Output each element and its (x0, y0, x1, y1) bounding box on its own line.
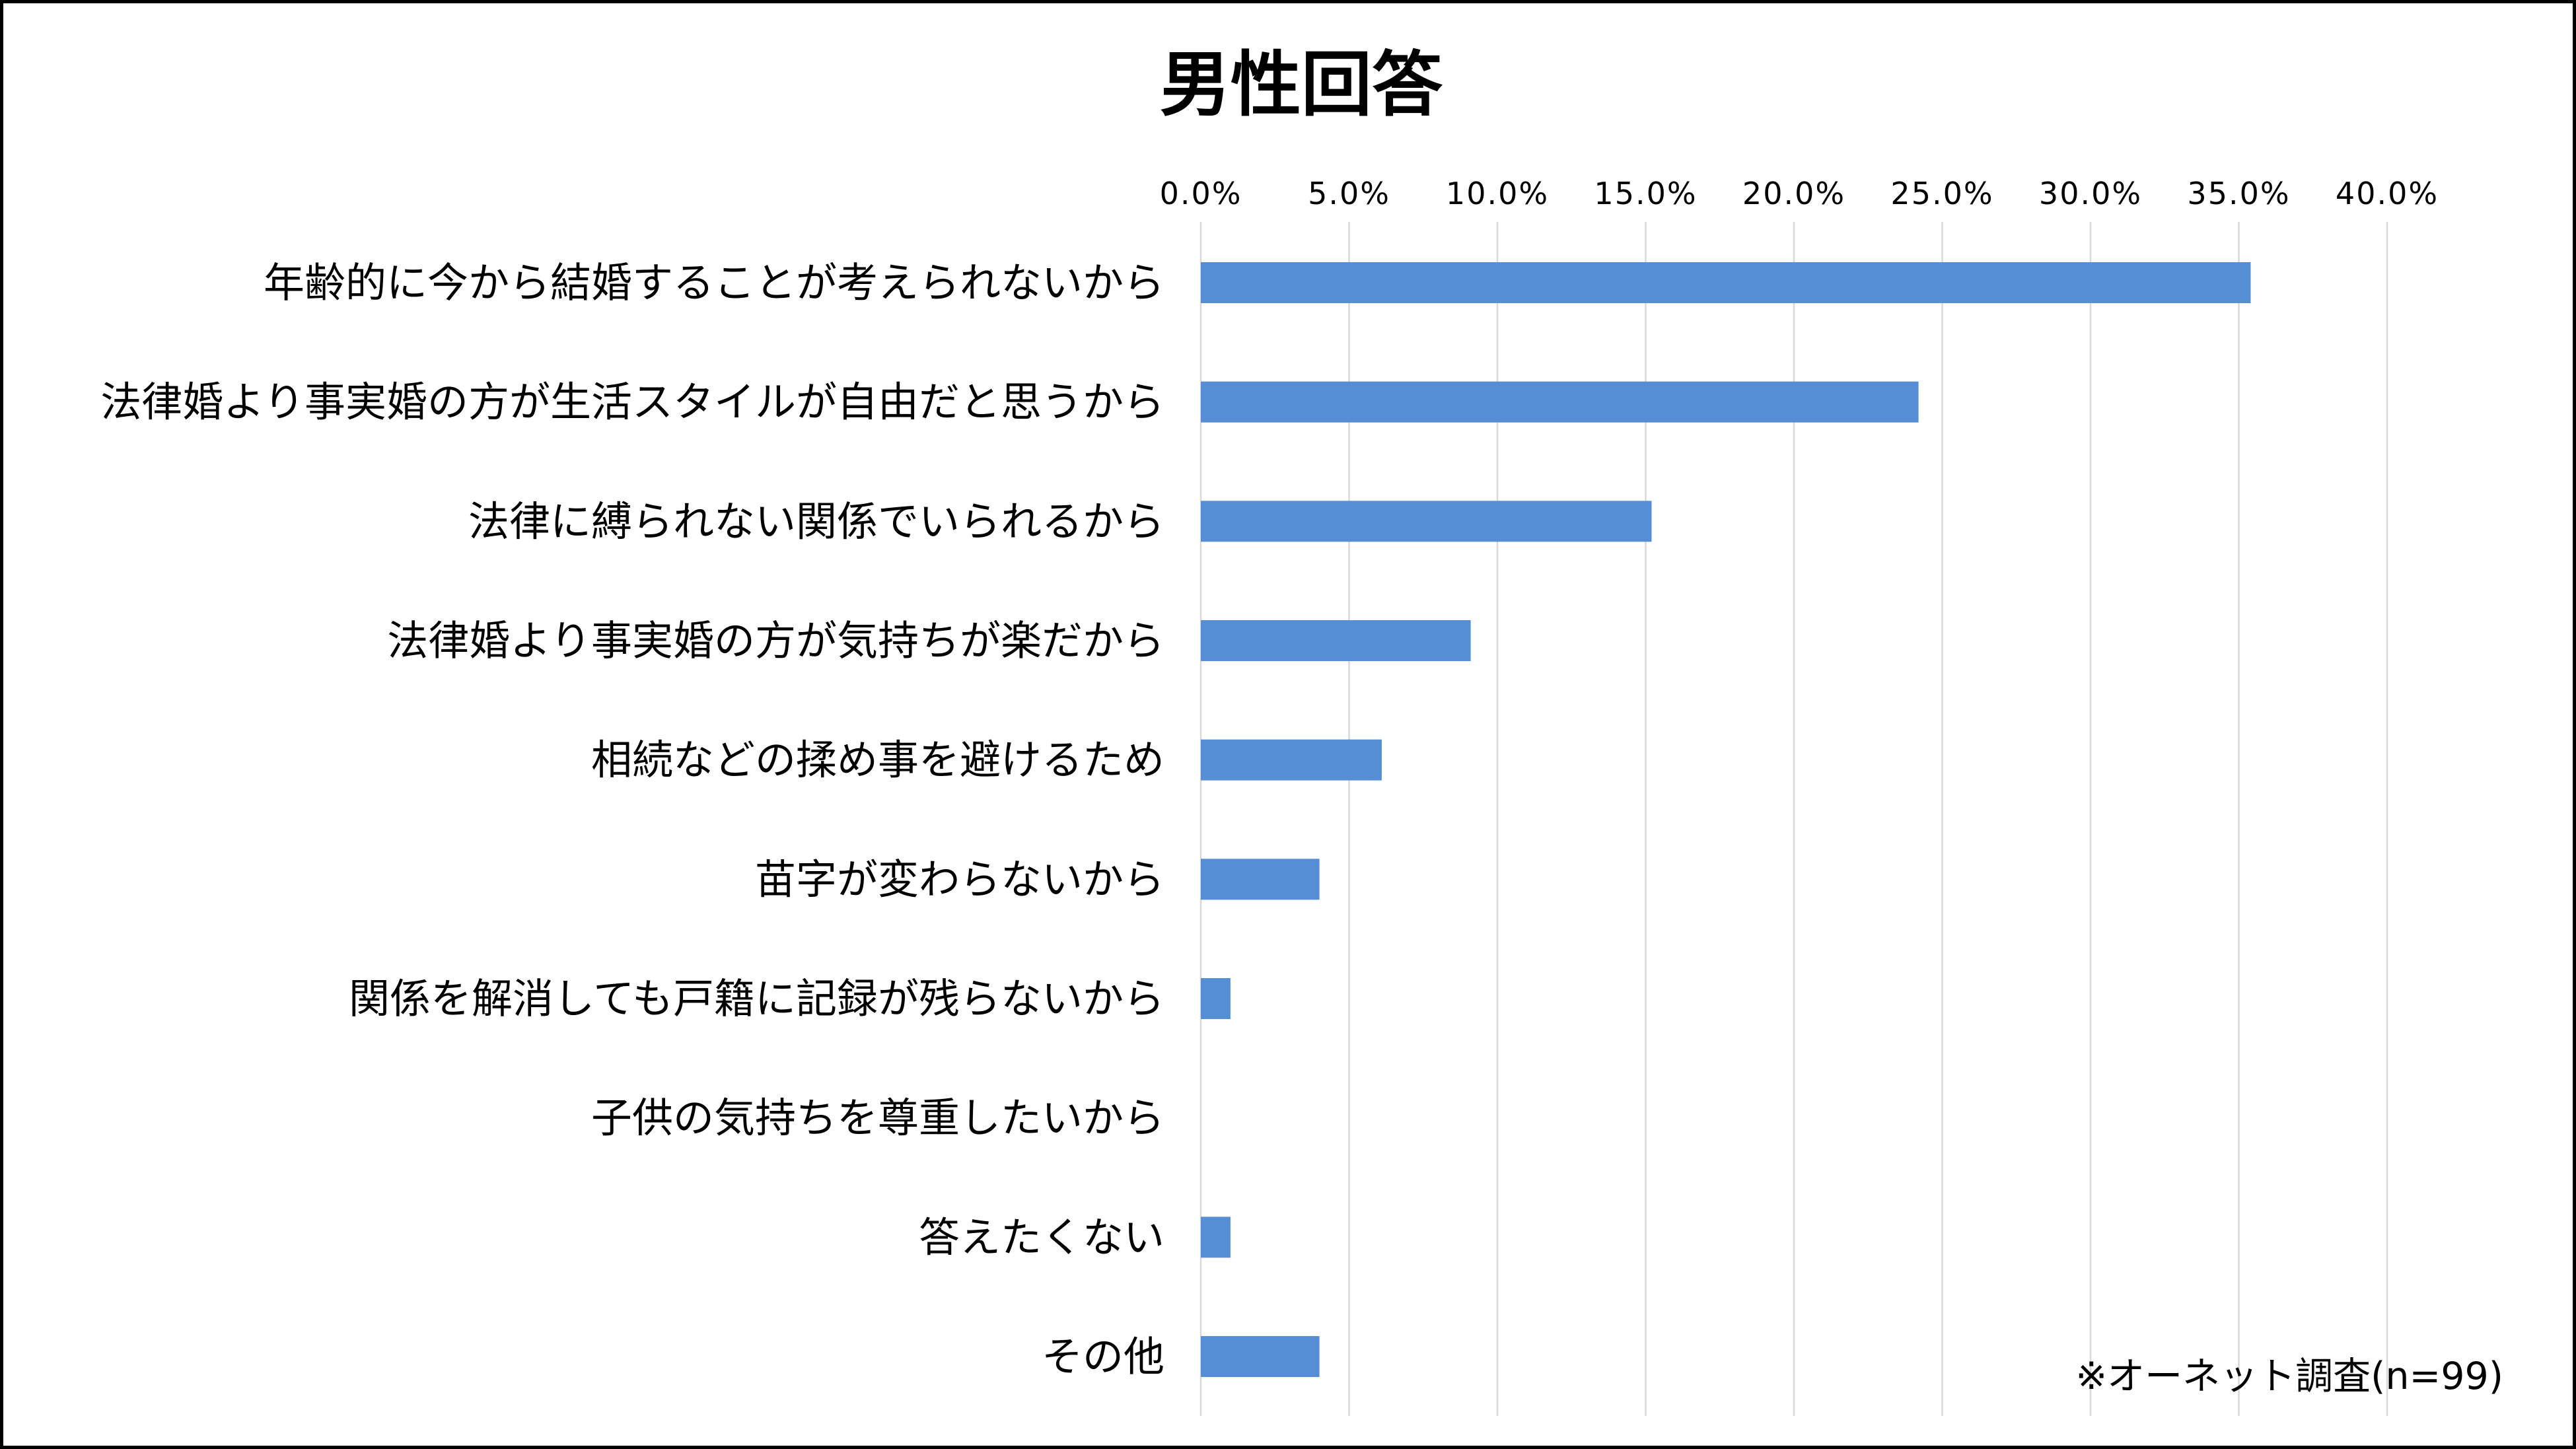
category-label: 子供の気持ちを尊重したいから (591, 1094, 1164, 1142)
x-tick-label: 5.0% (1308, 176, 1390, 211)
chart-title: 男性回答 (1160, 44, 1443, 126)
bar (1201, 1336, 1320, 1378)
x-tick-label: 30.0% (2039, 176, 2142, 211)
x-tick-label: 35.0% (2187, 176, 2290, 211)
bar (1201, 620, 1471, 662)
bar (1201, 859, 1320, 900)
x-tick-label: 40.0% (2336, 176, 2439, 211)
category-label: 法律に縛られない関係でいられるから (468, 497, 1164, 546)
x-tick-label: 15.0% (1594, 176, 1697, 211)
x-tick-label: 25.0% (1890, 176, 1993, 211)
category-labels: 年齢的に今から結婚することが考えられないから法律婚より事実婚の方が生活スタイルが… (100, 259, 1164, 1381)
bar (1201, 1217, 1231, 1258)
category-label: 答えたくない (919, 1213, 1164, 1261)
category-label: 相続などの揉め事を避けるため (591, 736, 1164, 784)
x-tick-label: 20.0% (1742, 176, 1845, 211)
category-label: 年齢的に今から結婚することが考えられないから (264, 259, 1164, 307)
bar (1201, 262, 2251, 303)
bar (1201, 381, 1919, 423)
x-axis-tick-labels: 0.0% 5.0% 10.0% 15.0% 20.0% 25.0% 30.0% 35.0% 40… (1160, 176, 2439, 211)
category-label: 苗字が変わらないから (755, 855, 1164, 903)
bars (1201, 262, 2251, 1378)
category-label: その他 (1042, 1333, 1164, 1381)
bar (1201, 978, 1231, 1020)
bar (1201, 739, 1382, 781)
bar (1201, 501, 1652, 542)
category-label: 法律婚より事実婚の方が生活スタイルが自由だと思うから (100, 378, 1164, 426)
category-label: 法律婚より事実婚の方が気持ちが楽だから (387, 617, 1164, 665)
x-tick-label: 0.0% (1160, 176, 1242, 211)
survey-note: ※オーネット調査(n=99) (2075, 1355, 2503, 1398)
x-tick-label: 10.0% (1446, 176, 1549, 211)
category-label: 関係を解消しても戸籍に記録が残らないから (349, 975, 1164, 1023)
